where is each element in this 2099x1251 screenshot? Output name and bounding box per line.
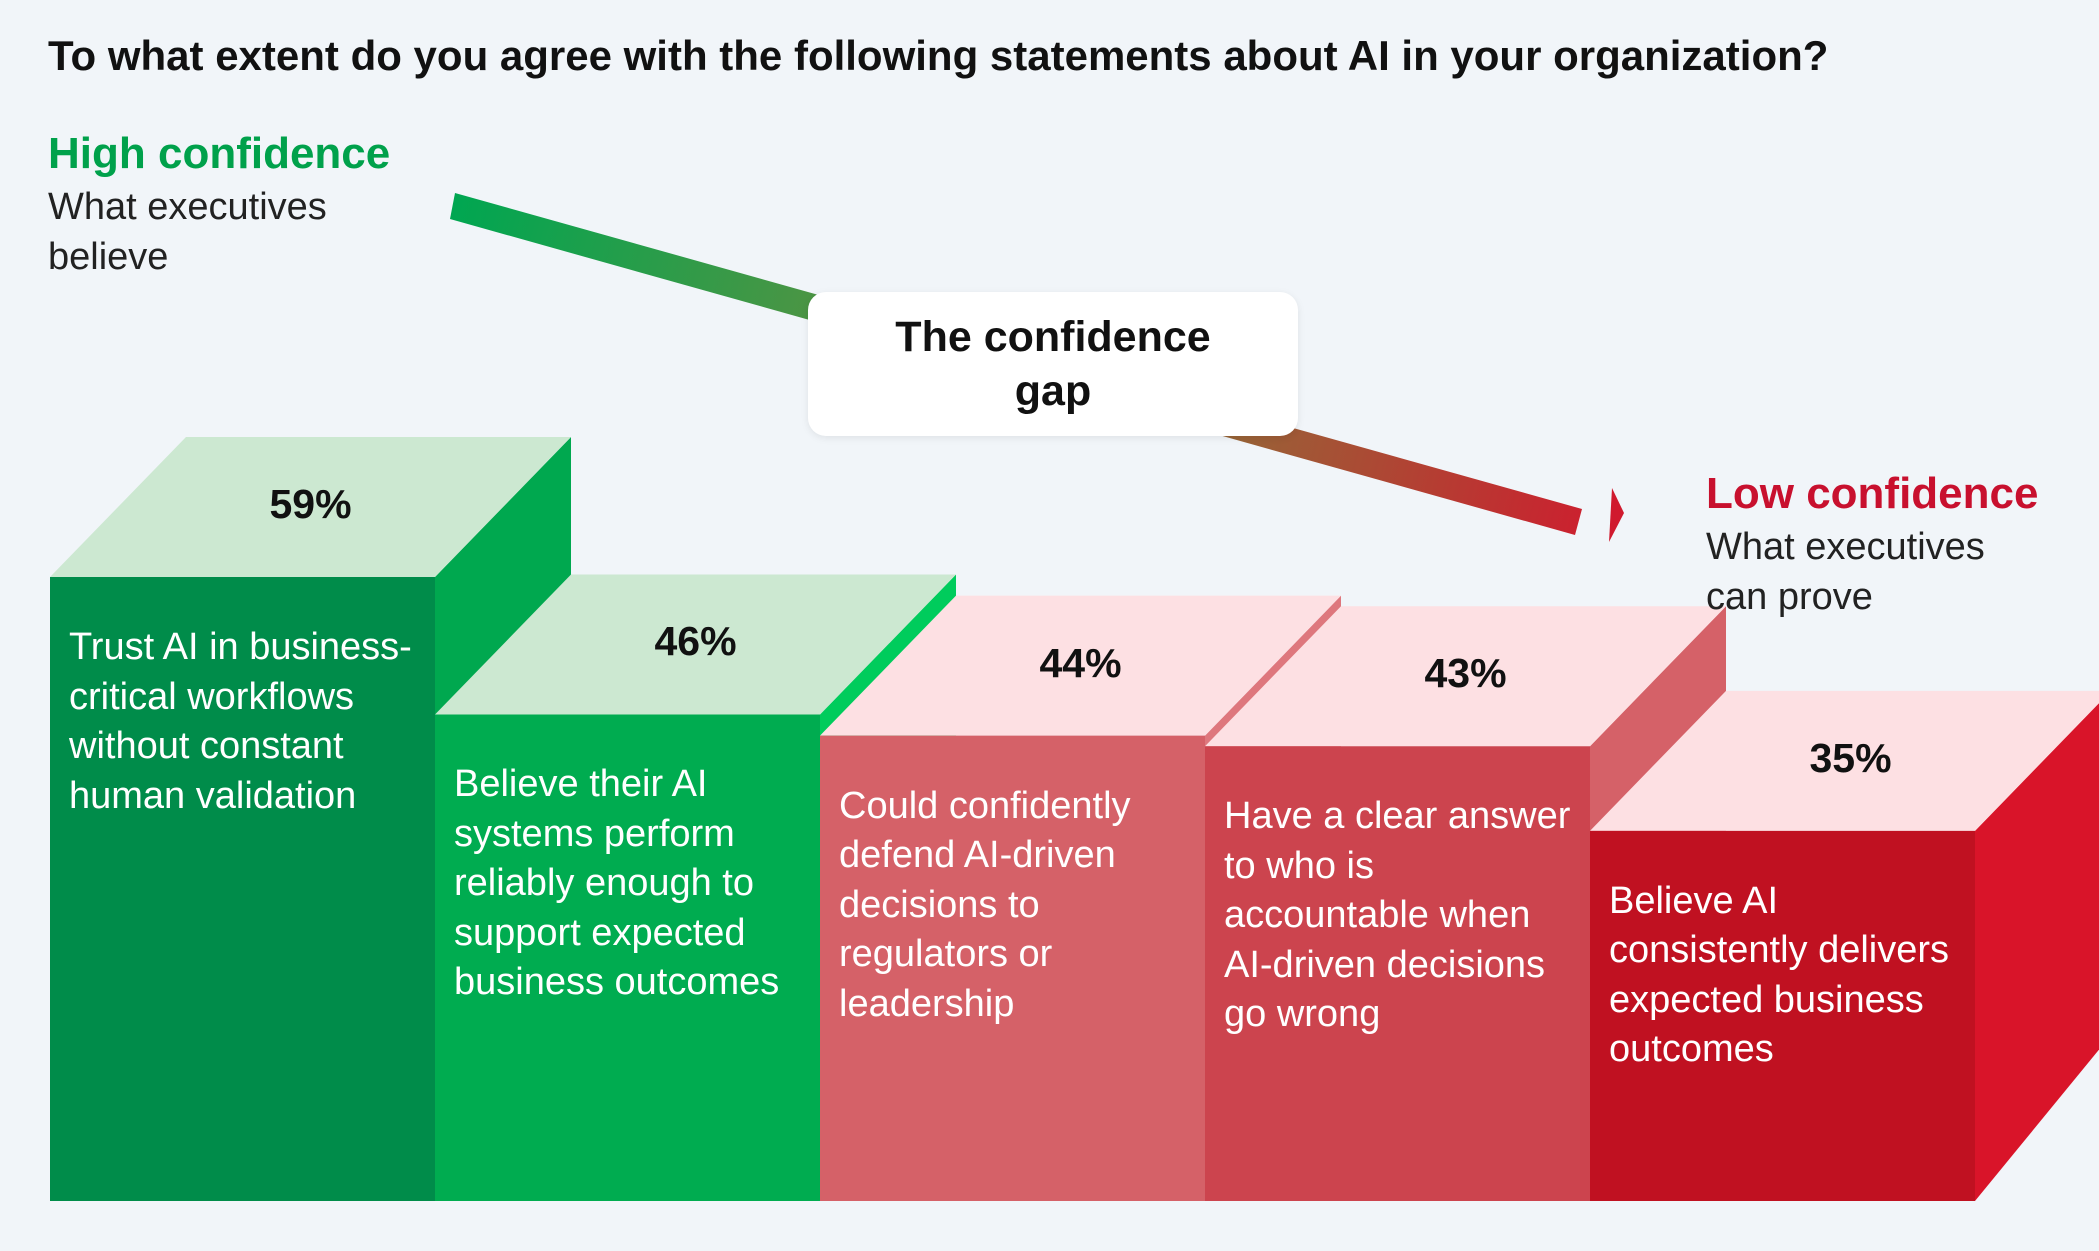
bar-front-5 [1590,830,1975,1201]
low-confidence-legend: Low confidence What executives can prove [1706,466,2046,622]
bar-top-2 [435,574,956,715]
bar-top-3 [820,595,1341,736]
bar-value-label-1: 59% [269,481,352,527]
bar-category-label-1: Trust AI in business-critical workflows … [69,626,412,817]
low-confidence-subtitle: What executives can prove [1706,526,1985,618]
high-confidence-legend: High confidence What executives believe [48,126,390,282]
bar-front-4 [1205,746,1590,1201]
bar-category-label-3: Could confidently defend AI-driven decis… [839,784,1131,1025]
arrow-head [1609,488,1624,542]
high-confidence-subtitle: What executives believe [48,186,327,278]
bar-value-label-2: 46% [654,618,737,665]
confidence-gap-box: The confidence gap [808,292,1298,436]
bar-top-4 [1205,606,1726,747]
bar-value-label-4: 43% [1424,650,1507,697]
bar-top-1 [50,437,571,577]
bars-layer [50,437,2099,1201]
bar-front-2 [435,714,820,1201]
confidence-gap-label: The confidence gap [895,313,1211,415]
low-confidence-heading: Low confidence [1706,469,2039,518]
bar-category-label-2: Believe their AI systems perform reliabl… [454,763,780,1004]
bar-top-5 [1590,690,2099,831]
bar-front-3 [820,735,1205,1201]
high-confidence-heading: High confidence [48,129,391,178]
bar-category-label-5: Believe AI consistently delivers expecte… [1609,879,1950,1071]
bar-category-label-4: Have a clear answer to who is accountabl… [1224,795,1571,1036]
survey-question: To what extent do you agree with the fol… [48,32,1829,79]
bar-value-label-5: 35% [1809,734,1892,781]
bar-front-1 [50,577,435,1201]
bar-value-label-3: 44% [1039,639,1122,686]
bar-side-5 [1975,703,2099,1201]
